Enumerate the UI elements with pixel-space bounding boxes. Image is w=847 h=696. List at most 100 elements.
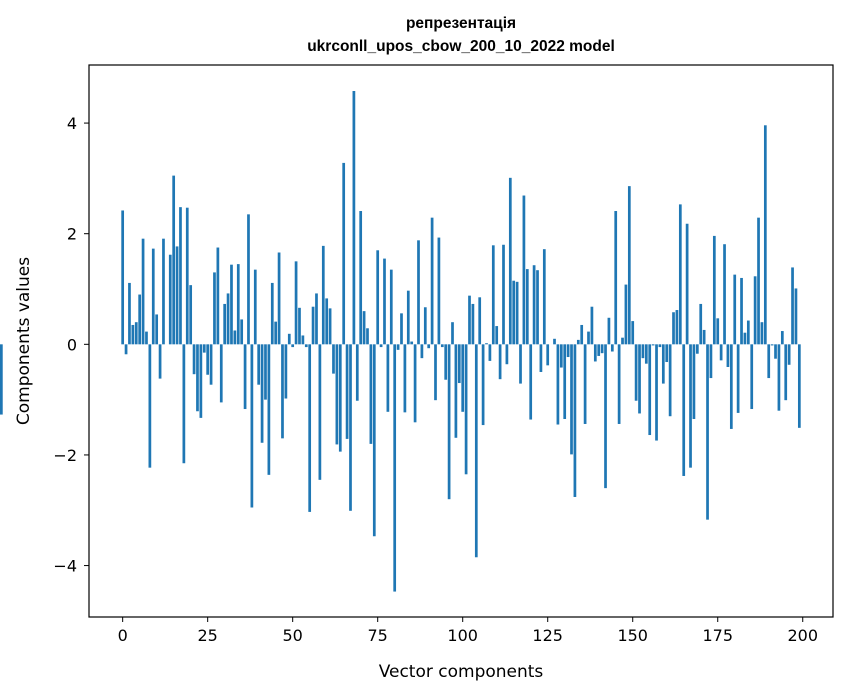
bar: [369, 344, 373, 444]
bar: [281, 344, 284, 439]
bar: [536, 270, 539, 345]
bar: [264, 344, 267, 400]
bar: [502, 244, 505, 345]
bar: [607, 317, 611, 345]
bar: [583, 344, 587, 424]
bar: [366, 328, 369, 345]
y-tick-label: −2: [53, 446, 77, 465]
bar: [665, 344, 669, 363]
bar: [726, 344, 730, 367]
bar: [760, 322, 764, 345]
bar: [692, 344, 696, 419]
bar: [355, 344, 359, 401]
bar: [247, 214, 250, 345]
bar: [386, 344, 390, 412]
bar: [291, 344, 295, 348]
bar: [522, 195, 526, 345]
bar: [134, 322, 138, 345]
bar: [753, 276, 757, 345]
y-tick-label: 4: [67, 114, 77, 133]
bar: [128, 282, 131, 345]
y-tick-label: −4: [53, 557, 77, 576]
bar: [189, 285, 193, 345]
x-tick-label: 200: [787, 626, 818, 645]
chart-title: репрезентація: [406, 15, 516, 32]
bar: [661, 344, 665, 384]
bar: [655, 344, 658, 441]
bar: [338, 344, 342, 452]
bar: [257, 344, 261, 385]
bar: [512, 280, 516, 345]
bar: [298, 307, 301, 345]
bar: [233, 330, 237, 345]
bar: [413, 344, 417, 423]
bar: [539, 344, 543, 372]
bar: [787, 344, 791, 365]
bar: [610, 344, 614, 352]
y-tick-label: 2: [67, 225, 77, 244]
bar: [219, 344, 223, 403]
x-tick-label: 75: [368, 626, 388, 645]
bar: [794, 288, 798, 345]
bar: [774, 344, 777, 359]
bar: [406, 290, 410, 345]
bar: [563, 344, 567, 419]
y-axis: −4 −2 0 2 4: [53, 114, 89, 576]
bar: [162, 238, 165, 345]
y-tick-label: 0: [67, 335, 77, 354]
bar: [158, 344, 162, 379]
bar: [505, 344, 509, 365]
x-tick-label: 175: [702, 626, 733, 645]
bar: [587, 331, 590, 345]
bar: [532, 265, 536, 345]
bar: [437, 237, 441, 345]
bar: [151, 248, 155, 345]
bar: [121, 210, 125, 345]
plot-frame: [88, 64, 834, 618]
bar: [719, 344, 723, 361]
bar: [733, 274, 737, 345]
bar: [155, 314, 159, 345]
bar: [430, 217, 434, 345]
bar: [600, 344, 604, 354]
bar: [638, 344, 641, 414]
bar: [746, 320, 750, 345]
bar: [400, 313, 403, 345]
bar: [474, 344, 478, 558]
bar: [770, 344, 774, 346]
x-tick-label: 100: [447, 626, 478, 645]
bar: [481, 344, 485, 426]
bar: [757, 217, 760, 345]
bar: [740, 277, 743, 345]
bar: [393, 344, 397, 592]
bar: [651, 344, 655, 346]
bar: [270, 282, 274, 345]
bar: [767, 344, 771, 379]
bar: [454, 344, 458, 438]
bar: [423, 307, 427, 345]
bar: [464, 344, 468, 475]
bar: [553, 338, 556, 345]
bar: [318, 344, 322, 480]
bar: [145, 331, 148, 345]
bar: [590, 306, 594, 345]
bar: [185, 207, 189, 345]
bar: [791, 267, 794, 345]
bar: [250, 344, 254, 508]
bar: [315, 293, 318, 345]
bar: [736, 344, 740, 413]
bar: [236, 264, 240, 345]
bar: [362, 311, 366, 345]
bar: [172, 175, 176, 345]
bar: [763, 125, 767, 345]
bar: [457, 344, 461, 384]
bar: [797, 344, 801, 428]
x-tick-label: 0: [118, 626, 128, 645]
x-axis: 0 25 50 75 100 125 150 175 200: [118, 617, 818, 645]
bar: [678, 204, 682, 345]
bar: [427, 344, 431, 349]
bar: [682, 344, 686, 476]
bar: [328, 308, 332, 345]
bar: [716, 318, 720, 345]
bar: [277, 252, 281, 345]
